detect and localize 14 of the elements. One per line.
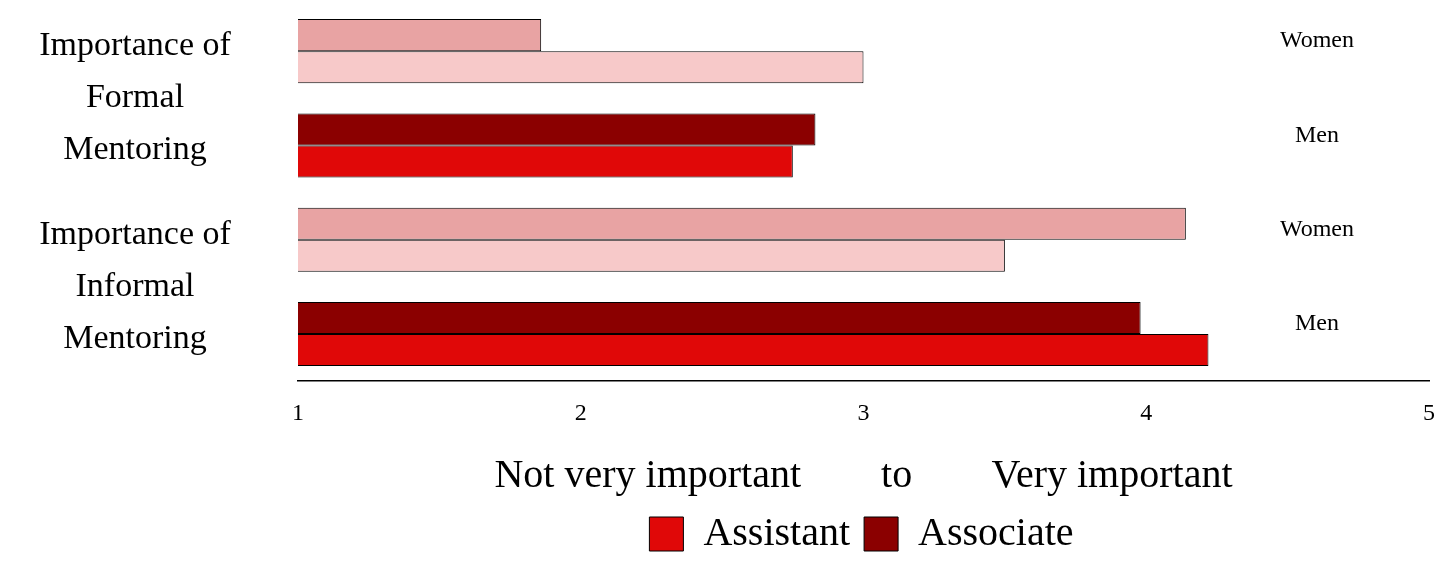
- y-tick-label: Men: [1295, 309, 1339, 336]
- legend-label: Assistant: [703, 508, 851, 554]
- y-tick-label: Women: [1279, 26, 1355, 53]
- x-tick-label: 1: [292, 398, 304, 425]
- y-tick-label: Men: [1295, 120, 1339, 147]
- x-axis-title: Not very important to Very important: [494, 450, 1233, 496]
- text: Importance of Informal Mentoring: [39, 213, 232, 355]
- x-tick-label: 4: [1140, 398, 1153, 425]
- y-tick-label: Women: [1279, 215, 1355, 242]
- x-tick-label: 5: [1423, 398, 1435, 425]
- legend-label: Associate: [918, 508, 1074, 554]
- x-tick-label: 2: [574, 398, 587, 425]
- x-tick-label: 3: [857, 398, 870, 425]
- text: Importance of Formal Mentoring: [39, 25, 232, 167]
